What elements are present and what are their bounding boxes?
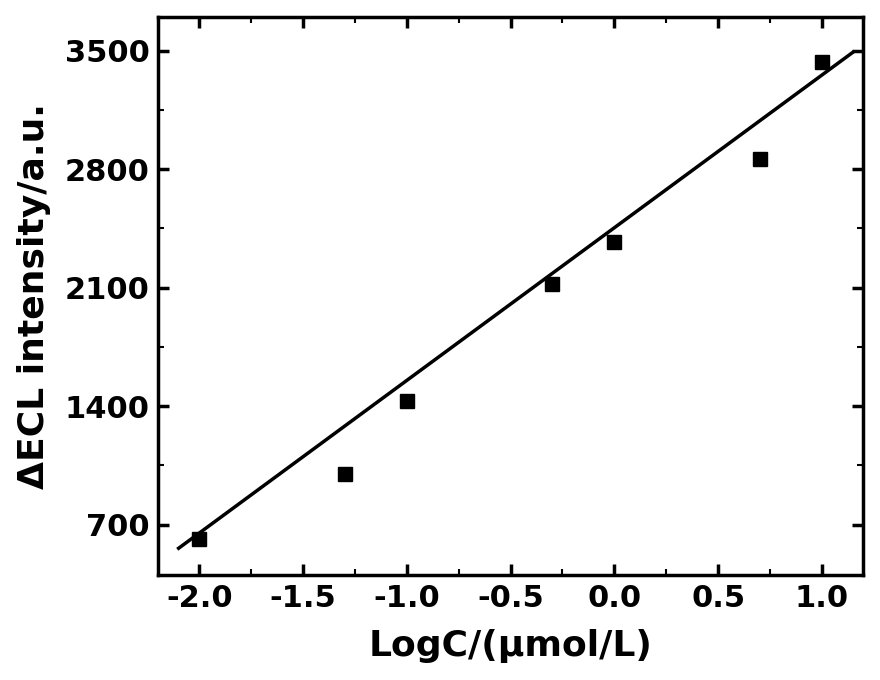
Y-axis label: ΔECL intensity/a.u.: ΔECL intensity/a.u.: [17, 103, 51, 489]
X-axis label: LogC/(μmol/L): LogC/(μmol/L): [369, 629, 653, 663]
